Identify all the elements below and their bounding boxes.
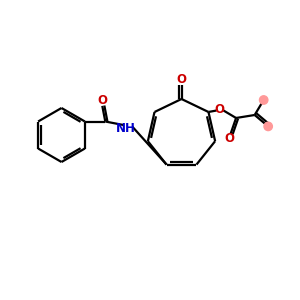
Circle shape (260, 96, 268, 104)
Text: O: O (176, 73, 187, 86)
Text: NH: NH (116, 122, 136, 135)
Circle shape (264, 122, 272, 130)
Text: O: O (215, 103, 225, 116)
Text: O: O (97, 94, 107, 107)
Text: O: O (224, 133, 234, 146)
